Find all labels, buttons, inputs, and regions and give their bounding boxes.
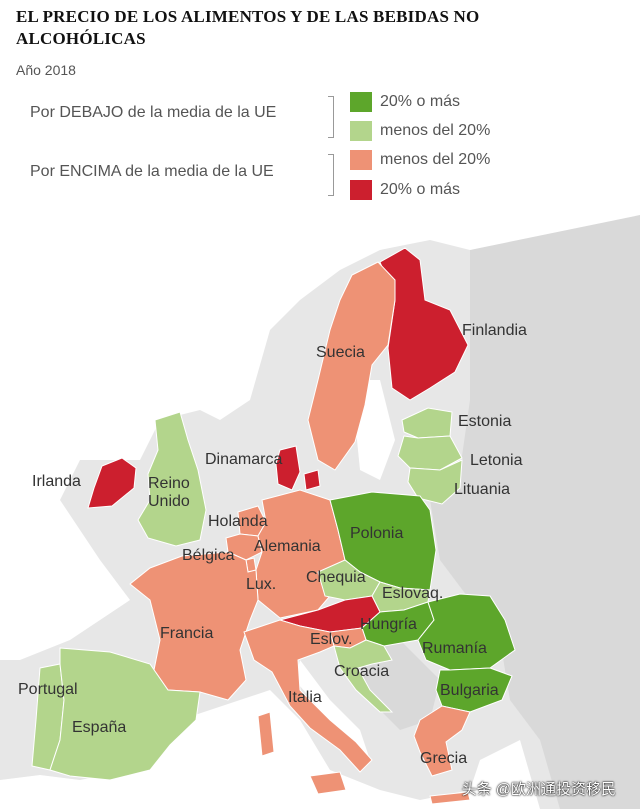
label-belgica: Bélgica (182, 547, 235, 564)
country-grecia-creta[interactable] (429, 791, 471, 805)
country-rumania[interactable] (417, 593, 516, 671)
label-alemania: Alemania (254, 538, 321, 555)
label-grecia: Grecia (420, 750, 467, 767)
label-bulgaria: Bulgaria (440, 682, 499, 699)
legend-label: menos del 20% (380, 151, 491, 168)
label-irlanda: Irlanda (32, 473, 81, 490)
country-croacia[interactable] (333, 639, 394, 713)
non-eu-land (430, 210, 640, 809)
country-francia[interactable] (129, 551, 259, 701)
label-suecia: Suecia (316, 344, 365, 361)
legend-group-below: Por DEBAJO de la media de la UE (30, 104, 277, 121)
country-finlandia[interactable] (379, 247, 469, 401)
legend-swatch (350, 121, 372, 141)
europe-map: Finlandia Suecia Estonia Letonia Lituani… (0, 200, 640, 809)
country-italia-cerdena[interactable] (257, 711, 275, 757)
label-holanda: Holanda (208, 513, 268, 530)
legend-group-above: Por ENCIMA de la media de la UE (30, 163, 274, 180)
label-croacia: Croacia (334, 663, 389, 680)
label-eslovaquia: Eslovaq. (382, 585, 443, 602)
label-italia: Italia (288, 689, 322, 706)
sea (295, 660, 370, 760)
legend-bracket-below (328, 96, 334, 138)
country-bulgaria[interactable] (435, 667, 513, 713)
legend-swatch (350, 92, 372, 112)
label-letonia: Letonia (470, 452, 523, 469)
legend-item: menos del 20% (350, 150, 490, 170)
country-suecia[interactable] (307, 261, 396, 471)
sea (0, 200, 640, 660)
label-portugal: Portugal (18, 681, 78, 698)
label-finlandia: Finlandia (462, 322, 527, 339)
year-label: Año 2018 (16, 62, 76, 78)
legend-item: 20% o más (350, 180, 460, 200)
label-lux: Lux. (246, 576, 276, 593)
legend-label: 20% o más (380, 181, 461, 198)
country-lituania[interactable] (407, 459, 463, 505)
label-estonia: Estonia (458, 413, 511, 430)
country-italia[interactable] (243, 619, 373, 773)
country-labels: Finlandia Suecia Estonia Letonia Lituani… (18, 322, 527, 767)
legend-label: 20% o más (380, 93, 461, 110)
country-dinamarca[interactable] (275, 445, 321, 491)
legend-item: menos del 20% (350, 121, 490, 141)
country-grecia[interactable] (413, 705, 471, 777)
label-rumania: Rumanía (422, 640, 487, 657)
map-title: EL PRECIO DE LOS ALIMENTOS Y DE LAS BEBI… (16, 7, 480, 48)
legend-swatch (350, 180, 372, 200)
label-chequia: Chequia (306, 569, 366, 586)
country-reino-unido[interactable] (137, 411, 207, 547)
label-francia: Francia (160, 625, 213, 642)
legend-bracket-above (328, 154, 334, 196)
country-espana[interactable] (49, 647, 201, 781)
label-hungria: Hungría (360, 616, 417, 633)
country-irlanda[interactable] (87, 457, 137, 509)
label-eslovenia: Eslov. (310, 631, 352, 648)
label-polonia: Polonia (350, 525, 403, 542)
label-dinamarca: Dinamarca (205, 451, 282, 468)
label-espana: España (72, 719, 126, 736)
label-lituania: Lituania (454, 481, 510, 498)
country-italia-sicilia[interactable] (309, 771, 347, 795)
legend-item: 20% o más (350, 92, 460, 112)
label-reino-unido: Reino Unido (148, 475, 190, 510)
watermark: 头条 @欧洲通投资移民 (461, 781, 616, 798)
country-letonia[interactable] (397, 435, 463, 471)
legend-label: menos del 20% (380, 122, 491, 139)
legend-swatch (350, 150, 372, 170)
